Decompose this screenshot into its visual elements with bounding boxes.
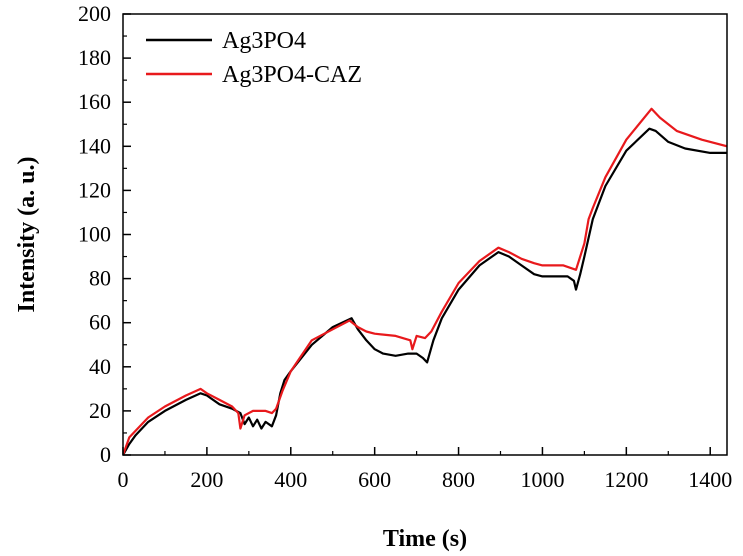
- legend: Ag3PO4 Ag3PO4-CAZ: [146, 28, 362, 88]
- legend-label-ag3po4-caz: Ag3PO4-CAZ: [222, 62, 362, 88]
- x-tick-label: 1200: [604, 467, 648, 492]
- x-tick-label: 400: [274, 467, 307, 492]
- y-tick-label: 200: [78, 1, 111, 26]
- tick-labels-layer: 0 200 400 600 800 1000 1200 1400 0 20 40 60 80 100 120…: [78, 1, 732, 492]
- x-tick-label: 1400: [688, 467, 732, 492]
- y-axis-title: Intensity (a. u.): [14, 156, 40, 312]
- y-tick-label: 100: [78, 222, 111, 247]
- y-tick-label: 180: [78, 45, 111, 70]
- x-tick-label: 0: [118, 467, 129, 492]
- y-tick-label: 60: [89, 310, 111, 335]
- legend-label-ag3po4: Ag3PO4: [222, 28, 306, 54]
- y-tick-label: 80: [89, 266, 111, 291]
- ticks-layer: [122, 13, 711, 456]
- y-tick-label: 40: [89, 354, 111, 379]
- x-tick-label: 600: [358, 467, 391, 492]
- x-tick-label: 800: [442, 467, 475, 492]
- series-line-ag3po4-caz: [123, 107, 727, 455]
- series-layer: [123, 107, 727, 455]
- y-tick-label: 0: [100, 442, 111, 467]
- x-axis-title: Time (s): [383, 526, 467, 552]
- y-tick-label: 160: [78, 89, 111, 114]
- x-tick-label: 1000: [520, 467, 564, 492]
- x-tick-label: 200: [190, 467, 223, 492]
- y-tick-label: 120: [78, 177, 111, 202]
- y-tick-label: 140: [78, 133, 111, 158]
- y-tick-label: 20: [89, 398, 111, 423]
